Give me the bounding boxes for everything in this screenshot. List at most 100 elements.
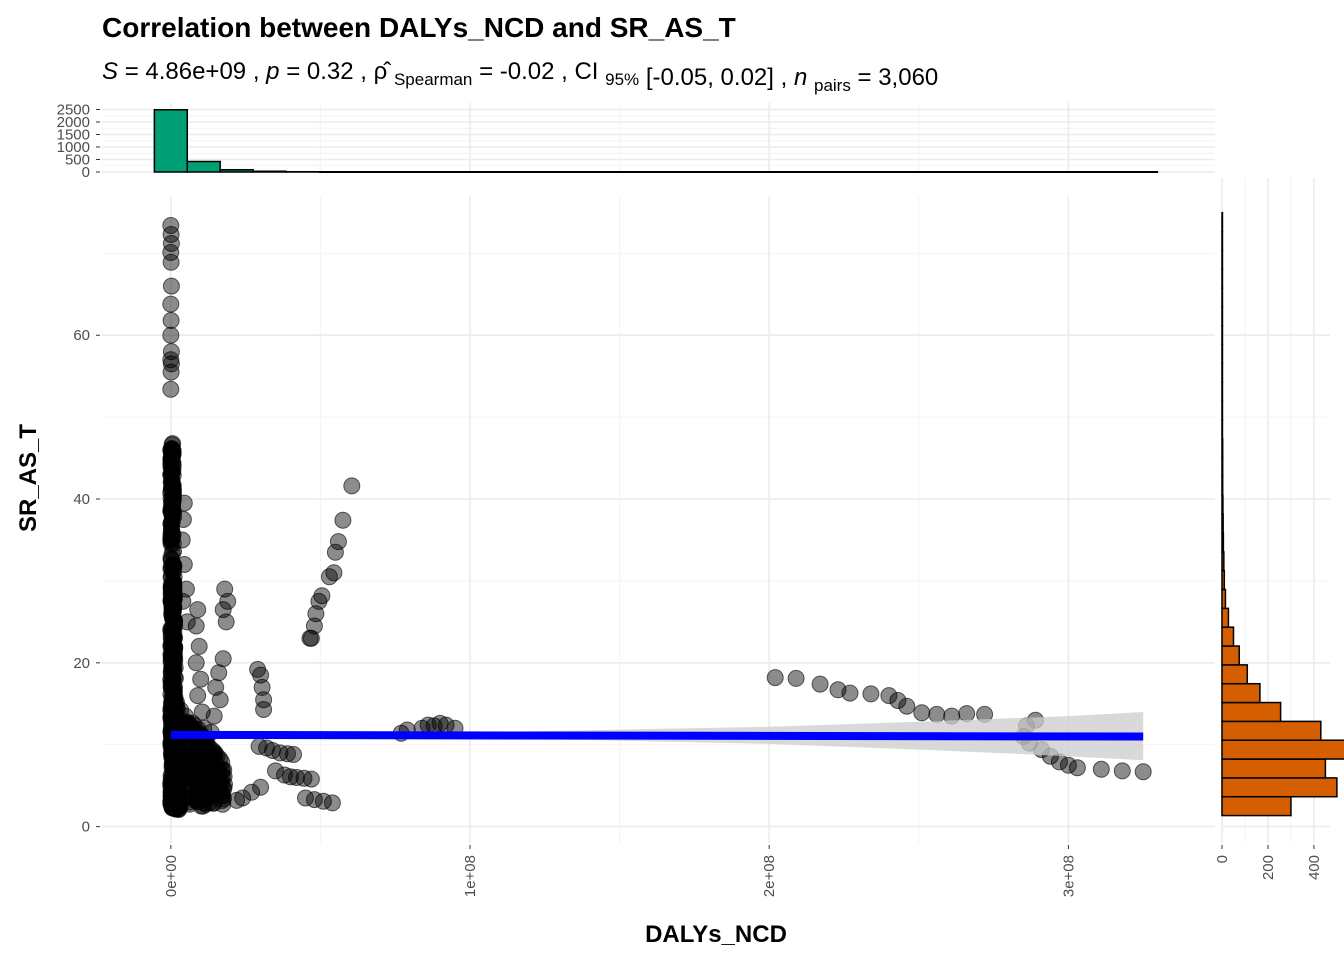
stat-sep: , CI [561, 58, 598, 85]
scatter-point [928, 705, 946, 723]
stat-s-eq: = [125, 58, 146, 85]
stat-n-eq: = [858, 64, 879, 91]
scatter-point [267, 762, 284, 780]
scatter-point [162, 217, 180, 234]
y-marginal-bar [1221, 758, 1327, 779]
stat-p-eq: = [286, 58, 307, 85]
scatter-point [190, 637, 208, 655]
scatter-point [208, 748, 226, 765]
y-tick-label: 40 [73, 491, 90, 508]
stat-p-value: 0.32 [307, 58, 354, 85]
scatter-point [174, 511, 192, 528]
y-marginal-bar [1221, 513, 1224, 534]
scatter-point [162, 253, 180, 271]
scatter-point [841, 684, 859, 702]
chart-title: Correlation between DALYs_NCD and SR_AS_… [102, 12, 736, 43]
scatter-point [282, 768, 299, 786]
x-marginal-y-tick-label: 1500 [57, 127, 90, 144]
scatter-point [190, 752, 208, 770]
scatter-point [419, 716, 437, 734]
scatter-panel: 0 20 40 60 0e+00 1e+08 2e+08 3e+08 [73, 196, 1215, 897]
scatter-point [178, 613, 196, 631]
stat-n-label: pairs [814, 76, 851, 95]
scatter-point [164, 610, 182, 628]
scatter-point [162, 671, 180, 689]
y-tick-label: 20 [73, 655, 90, 672]
scatter-point [1113, 762, 1131, 780]
scatter-point [162, 579, 180, 597]
scatter-point [343, 477, 361, 495]
scatter-point [889, 692, 907, 709]
scatter-point [210, 664, 228, 682]
scatter-point [162, 482, 180, 500]
scatter-point [163, 778, 181, 796]
scatter-point [334, 511, 352, 529]
stat-ci-value: [-0.05, 0.02] [646, 64, 774, 91]
y-marginal-x-tick-label: 200 [1260, 855, 1277, 880]
x-marginal-bars [153, 109, 1159, 173]
scatter-point [195, 788, 213, 806]
y-marginal-x-tick-label: 400 [1306, 855, 1323, 880]
scatter-point [326, 543, 344, 561]
scatter-point [163, 629, 181, 647]
y-marginal-bar [1221, 682, 1261, 704]
scatter-point [325, 564, 343, 582]
stat-rho-eq: = [479, 58, 500, 85]
scatter-point [162, 630, 180, 648]
scatter-point [898, 697, 916, 715]
x-marginal-bar [153, 109, 189, 173]
scatter-point [228, 791, 246, 809]
x-marginal-bar [186, 160, 221, 173]
stat-sep: , [360, 58, 373, 85]
y-marginal-bar [1221, 569, 1226, 591]
stat-n-symbol: n [794, 64, 807, 91]
stat-rho-label: Spearman [394, 70, 472, 89]
x-marginal-y-tick-label: 0 [82, 164, 90, 181]
scatter-point [205, 707, 223, 725]
scatter-point [302, 770, 320, 788]
scatter-point [162, 235, 180, 252]
scatter-point [187, 654, 205, 672]
x-tick-label: 3e+08 [1060, 855, 1077, 897]
y-axis-title: SR_AS_T [15, 424, 42, 532]
scatter-point [175, 556, 193, 573]
scatter-point [255, 691, 273, 709]
scatter-point [210, 777, 228, 795]
scatter-point [174, 592, 192, 610]
scatter-point [323, 794, 341, 812]
x-marginal-y-tick-label: 2500 [57, 102, 90, 119]
scatter-point [165, 651, 183, 669]
scatter-point [252, 778, 270, 796]
stat-sep: , [781, 64, 794, 91]
y-marginal-bar [1221, 456, 1224, 478]
scatter-point [862, 685, 880, 703]
stat-sep: , [253, 58, 266, 85]
y-marginal-bar [1221, 645, 1240, 666]
scatter-points [162, 217, 1152, 818]
scatter-point [189, 687, 207, 705]
y-axis-ticks: 0 20 40 60 [73, 327, 100, 836]
scatter-point [162, 244, 180, 261]
scatter-point [253, 678, 271, 696]
scatter-point [329, 533, 347, 551]
y-marginal-bars [1221, 212, 1344, 817]
scatter-point [162, 226, 180, 243]
y-tick-label: 0 [82, 819, 90, 836]
scatter-point [164, 564, 182, 582]
y-marginal-bar [1221, 739, 1344, 760]
y-marginal-bar [1221, 532, 1225, 553]
scatter-point [252, 666, 270, 684]
scatter-point [193, 791, 211, 809]
scatter-point [1092, 760, 1110, 778]
scatter-point [811, 675, 829, 693]
scatter-point [162, 295, 180, 313]
y-marginal-bar [1221, 720, 1322, 741]
scatter-point [285, 746, 302, 763]
x-tick-label: 0e+00 [163, 855, 180, 897]
scatter-point [243, 783, 261, 801]
y-marginal-bar [1221, 588, 1227, 610]
x-marginal-y-tick-label: 2000 [57, 114, 90, 131]
scatter-point [313, 587, 331, 605]
